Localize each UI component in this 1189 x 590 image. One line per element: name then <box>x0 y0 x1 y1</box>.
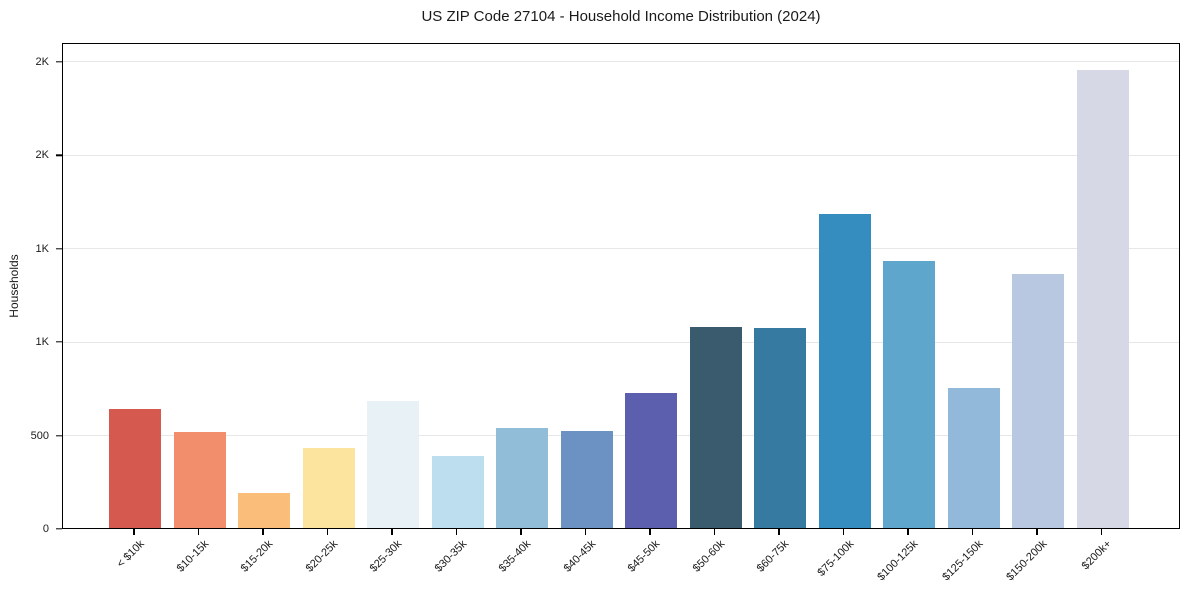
x-tick-label: $25-30k <box>367 538 405 575</box>
y-tick-mark <box>56 528 62 530</box>
x-tick-label: $10-15k <box>174 538 211 575</box>
y-tick-label: 1K <box>35 242 49 255</box>
gridline <box>63 341 1179 343</box>
y-tick-mark <box>56 434 62 437</box>
plot-area <box>62 43 1180 529</box>
x-tick-mark <box>907 529 909 535</box>
bar-$200k+ <box>1076 70 1129 528</box>
x-tick-label: $30-35k <box>432 538 469 575</box>
x-tick-label: $60-75k <box>754 538 792 575</box>
y-tick-label: 2K <box>35 149 49 162</box>
x-tick-label: $50-60k <box>690 538 727 575</box>
x-tick-mark <box>584 529 587 535</box>
gridline <box>63 435 1179 437</box>
bar-$125-150k <box>947 387 1000 528</box>
x-tick-mark <box>1036 529 1038 535</box>
chart-title: US ZIP Code 27104 - Household Income Dis… <box>421 8 821 25</box>
x-tick-label: $35-40k <box>496 538 534 575</box>
x-tick-label: $15-20k <box>238 538 276 575</box>
y-axis: 0 500 1K 1K 2K 2K <box>0 43 62 535</box>
x-tick-mark <box>197 529 200 535</box>
x-tick-mark <box>1100 529 1103 535</box>
bar-$40-45k <box>560 431 613 528</box>
gridline <box>63 154 1179 156</box>
x-tick-label: $150-200k <box>1004 538 1050 584</box>
bar-$20-25k <box>302 448 355 528</box>
x-tick-mark <box>713 529 716 535</box>
x-tick-mark <box>842 529 845 535</box>
x-tick-label: < $10k <box>114 538 147 571</box>
x-tick-mark <box>971 529 974 535</box>
y-tick-mark <box>56 154 62 156</box>
gridline <box>63 248 1179 250</box>
y-tick-label: 0 <box>42 523 49 535</box>
x-tick-mark <box>391 529 393 535</box>
bar-$50-60k <box>689 327 742 528</box>
y-tick-mark <box>56 341 62 343</box>
x-tick-label: $200k+ <box>1079 538 1114 573</box>
x-tick-label: $40-45k <box>561 538 598 575</box>
y-tick-label: 2K <box>35 55 49 68</box>
bar-$75-100k <box>818 214 871 528</box>
bar-$30-35k <box>431 456 484 528</box>
y-tick-mark <box>56 247 62 250</box>
bar-$10-15k <box>173 432 226 528</box>
y-tick-label: 1K <box>35 336 49 349</box>
x-tick-mark <box>326 529 329 535</box>
y-tick-mark <box>56 60 62 63</box>
bar-$35-40k <box>496 427 548 528</box>
x-tick-label: $20-25k <box>303 538 340 575</box>
x-tick-mark <box>455 529 458 535</box>
x-tick-mark <box>262 529 264 535</box>
x-tick-mark <box>133 529 135 535</box>
x-tick-label: $75-100k <box>815 538 856 579</box>
gridline <box>63 61 1179 63</box>
bar-$100-125k <box>883 260 935 528</box>
x-tick-label: $100-125k <box>875 538 921 584</box>
x-axis: < $10k $10-15k $15-20k $20-25k $25-30k $30-35… <box>62 529 1180 590</box>
x-tick-mark <box>520 529 522 535</box>
bar-$150-200k <box>1012 274 1064 528</box>
bar-< $10k <box>109 409 161 528</box>
x-tick-mark <box>649 529 651 535</box>
bar-$60-75k <box>754 328 806 528</box>
y-tick-label: 500 <box>30 429 49 442</box>
x-tick-label: $125-150k <box>939 538 985 584</box>
x-tick-mark <box>778 529 780 535</box>
bar-$15-20k <box>238 492 290 528</box>
bar-$25-30k <box>367 400 419 528</box>
x-tick-label: $45-50k <box>625 538 663 575</box>
bar-$45-50k <box>625 393 677 528</box>
